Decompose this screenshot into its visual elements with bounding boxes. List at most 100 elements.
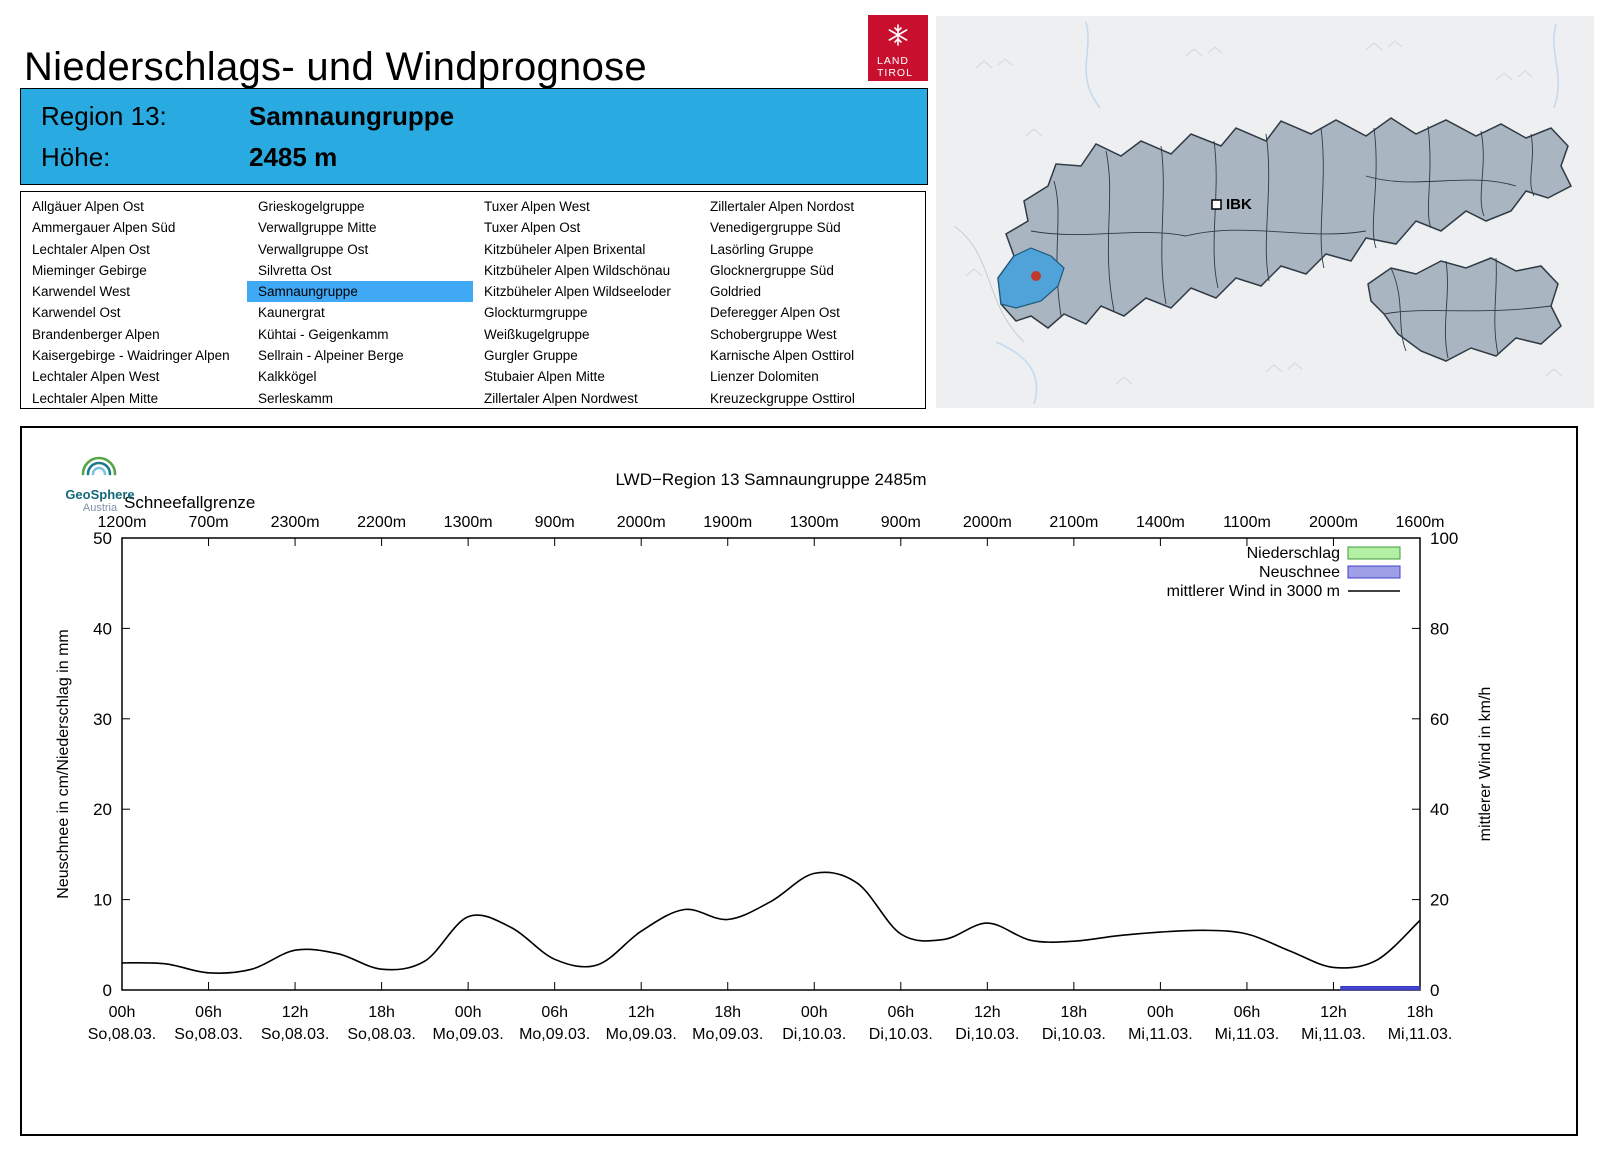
region-list-item[interactable]: Lasörling Gruppe <box>710 241 814 257</box>
region-list-item[interactable]: Kitzbüheler Alpen Brixental <box>484 241 646 257</box>
x-tick-hour: 18h <box>714 1004 741 1021</box>
snowfall-limit-label: 1600m <box>1396 514 1445 531</box>
x-tick-date: Di,10.03. <box>955 1026 1019 1043</box>
y-tick-right: 80 <box>1430 619 1449 638</box>
region-list-item[interactable]: Venedigergruppe Süd <box>710 220 841 236</box>
region-list-item[interactable]: Silvretta Ost <box>258 262 332 278</box>
x-tick-hour: 06h <box>1234 1004 1261 1021</box>
region-list-item[interactable]: Deferegger Alpen Ost <box>710 305 840 321</box>
region-list-item[interactable]: Kreuzeckgruppe Osttirol <box>710 390 855 406</box>
region-list-item[interactable]: Glockturmgruppe <box>484 305 588 321</box>
region-list-item[interactable]: Verwallgruppe Mitte <box>258 220 377 236</box>
ibk-marker <box>1211 199 1222 210</box>
map-region-north-tirol <box>997 117 1573 329</box>
x-tick-date: Mo,09.03. <box>606 1026 677 1043</box>
region-list-item[interactable]: Kühtai - Geigenkamm <box>258 326 389 342</box>
x-tick-hour: 12h <box>1320 1004 1347 1021</box>
region-list-item[interactable]: Lechtaler Alpen Mitte <box>32 390 159 406</box>
snowflake-icon <box>888 24 908 46</box>
region-list-column: Zillertaler Alpen Nordost Venedigergruppe… <box>699 196 925 408</box>
snowfall-limit-label: 1300m <box>790 514 839 531</box>
district-borders <box>1030 125 1535 317</box>
x-tick-date: So,08.03. <box>174 1026 243 1043</box>
region-list-item[interactable]: Allgäuer Alpen Ost <box>32 199 144 214</box>
y-tick-left: 20 <box>93 800 112 819</box>
region-list-item[interactable]: Kaunergrat <box>258 305 325 321</box>
logo-text-land: LAND <box>877 55 909 67</box>
region-label: Region 13: <box>41 101 167 131</box>
region-list-item[interactable]: Zillertaler Alpen Nordwest <box>484 390 638 406</box>
region-list-item[interactable]: Kalkkögel <box>258 369 317 385</box>
plot-border <box>121 537 1421 991</box>
logo-text-tirol: TIROL <box>877 67 913 79</box>
region-list-item[interactable]: Tuxer Alpen West <box>484 199 590 214</box>
x-tick-hour: 18h <box>1407 1004 1434 1021</box>
x-tick-hour: 18h <box>1061 1004 1088 1021</box>
snowfall-limit-label: 900m <box>881 514 921 531</box>
x-tick-hour: 18h <box>368 1004 395 1021</box>
y-tick-right: 20 <box>1430 891 1449 910</box>
region-list-item[interactable]: Glocknergruppe Süd <box>710 262 834 278</box>
y-axis-label-left: Neuschnee in cm/Niederschlag in mm <box>55 629 72 898</box>
legend-swatch <box>1347 565 1401 579</box>
map-region-highlight-samnaungruppe[interactable] <box>997 247 1065 309</box>
region-list-item[interactable]: Ammergauer Alpen Süd <box>32 220 176 236</box>
x-tick-hour: 06h <box>541 1004 568 1021</box>
region-list-item[interactable]: Verwallgruppe Ost <box>258 241 369 257</box>
legend-label: Neuschnee <box>1259 564 1340 581</box>
region-list-item[interactable]: Sellrain - Alpeiner Berge <box>258 348 404 364</box>
y-tick-left: 10 <box>93 891 112 910</box>
x-tick-hour: 00h <box>109 1004 136 1021</box>
region-list-item[interactable]: Karnische Alpen Osttirol <box>710 348 855 364</box>
x-tick-hour: 00h <box>1147 1004 1174 1021</box>
region-list-item[interactable]: Goldried <box>710 284 762 300</box>
river-lines <box>995 21 1559 405</box>
x-tick-date: So,08.03. <box>261 1026 330 1043</box>
forecast-chart-panel: 00h So,08.03. 1200m 06h So,08.03. 700m 12h So,0… <box>20 426 1578 1136</box>
region-list-item[interactable]: Tuxer Alpen Ost <box>484 220 581 236</box>
altitude-label: Höhe: <box>41 142 111 172</box>
geosphere-logo: GeoSphere Austria <box>52 442 148 514</box>
x-tick-hour: 06h <box>195 1004 222 1021</box>
chart-title: LWD−Region 13 Samnaungruppe 2485m <box>615 470 926 489</box>
region-list-item[interactable]: Grieskogelgruppe <box>258 199 365 214</box>
region-list-column: Allgäuer Alpen Ost Ammergauer Alpen Süd Le… <box>21 196 247 408</box>
land-tirol-logo: LAND TIROL <box>868 15 928 81</box>
region-list-item[interactable]: Samnaungruppe <box>247 281 473 303</box>
region-list-item[interactable]: Mieminger Gebirge <box>32 262 147 278</box>
snowfall-limit-label: 1400m <box>1136 514 1185 531</box>
region-header: Region 13: Samnaungruppe Höhe: 2485 m <box>20 88 928 185</box>
region-list-item[interactable]: Lienzer Dolomiten <box>710 369 819 385</box>
region-list-item[interactable]: Kitzbüheler Alpen Wildseeloder <box>484 284 671 300</box>
region-list-item[interactable]: Schobergruppe West <box>710 326 837 342</box>
snowfall-limit-label: 2000m <box>963 514 1012 531</box>
region-list-item[interactable]: Karwendel Ost <box>32 305 121 321</box>
geosphere-name: GeoSphere <box>65 487 135 502</box>
district-borders-east <box>1383 257 1552 359</box>
snowfall-limit-label: 700m <box>189 514 229 531</box>
x-tick-date: Mi,11.03. <box>1215 1026 1280 1043</box>
region-list-item[interactable]: Lechtaler Alpen Ost <box>32 241 150 257</box>
region-list-item[interactable]: Karwendel West <box>32 284 131 300</box>
snowfall-limit-label: 1300m <box>444 514 493 531</box>
geosphere-country: Austria <box>82 502 118 514</box>
x-tick-hour: 00h <box>455 1004 482 1021</box>
region-list-item[interactable]: Brandenberger Alpen <box>32 326 160 342</box>
terrain-texture <box>965 40 1563 385</box>
region-list-item[interactable]: Serleskamm <box>258 390 334 406</box>
region-list-item[interactable]: Weißkugelgruppe <box>484 326 590 342</box>
snowfall-limit-label: 1200m <box>98 514 147 531</box>
x-tick-date: Di,10.03. <box>1042 1026 1106 1043</box>
region-list-item[interactable]: Stubaier Alpen Mitte <box>484 369 605 385</box>
top-axis-title: Schneefallgrenze <box>124 493 255 512</box>
region-list-item[interactable]: Gurgler Gruppe <box>484 348 578 364</box>
x-tick-date: Di,10.03. <box>869 1026 933 1043</box>
legend-label: Niederschlag <box>1247 545 1340 562</box>
snowfall-limit-label: 2100m <box>1049 514 1098 531</box>
map-region-east-tirol <box>1367 257 1562 362</box>
region-list-item[interactable]: Lechtaler Alpen West <box>32 369 160 385</box>
y-tick-left: 0 <box>103 981 112 1000</box>
region-list-item[interactable]: Kaisergebirge - Waidringer Alpen <box>32 348 230 364</box>
region-list-item[interactable]: Zillertaler Alpen Nordost <box>710 199 855 214</box>
region-list-item[interactable]: Kitzbüheler Alpen Wildschönau <box>484 262 671 278</box>
